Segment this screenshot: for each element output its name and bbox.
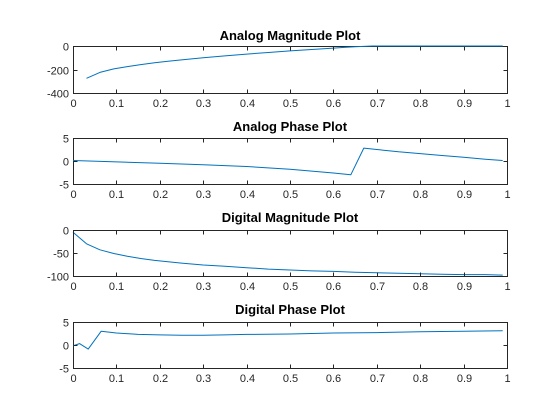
analog-magnitude-title: Analog Magnitude Plot xyxy=(220,28,361,43)
digital-magnitude-x-tick-label: 0.4 xyxy=(240,281,255,293)
analog-magnitude-x-tick-label: 0.5 xyxy=(283,98,298,110)
analog-magnitude-x-tick-label: 0 xyxy=(70,98,76,110)
analog-phase-title: Analog Phase Plot xyxy=(233,119,348,134)
digital-magnitude-title: Digital Magnitude Plot xyxy=(222,210,359,225)
analog-magnitude-line xyxy=(86,45,503,79)
digital-magnitude-x-tick-label: 0.5 xyxy=(283,281,298,293)
digital-phase-title: Digital Phase Plot xyxy=(235,302,345,317)
analog-phase-axes: Analog Phase Plot 0 0.1 0.2 0.3 0.4 0.5 0.6 0.7… xyxy=(59,119,510,201)
analog-magnitude-x-tick-label: 0.6 xyxy=(326,98,341,110)
digital-phase-y-tick-label: 0 xyxy=(63,341,69,353)
analog-phase-x-tick-label: 0.1 xyxy=(109,189,124,201)
digital-magnitude-y-tick-label: -100 xyxy=(47,272,69,284)
digital-magnitude-x-tick-label: 0.7 xyxy=(370,281,385,293)
analog-phase-y-tick-label: -5 xyxy=(59,180,69,192)
analog-magnitude-x-tick-label: 0.3 xyxy=(196,98,211,110)
analog-magnitude-x-tick-label: 0.2 xyxy=(153,98,168,110)
analog-phase-x-tick-label: 0.3 xyxy=(196,189,211,201)
digital-phase-line xyxy=(72,330,503,350)
digital-magnitude-y-tick-label: -50 xyxy=(53,249,69,261)
analog-magnitude-y-tick-label: -200 xyxy=(47,66,69,78)
analog-phase-x-tick-label: 0.8 xyxy=(413,189,428,201)
digital-magnitude-x-tick-label: 0.6 xyxy=(326,281,341,293)
analog-phase-x-tick-label: 0.4 xyxy=(240,189,255,201)
digital-magnitude-x-tick-label: 0 xyxy=(70,281,76,293)
digital-magnitude-y-tick-label: 0 xyxy=(63,226,69,238)
analog-magnitude-y-tick-label: -400 xyxy=(47,89,69,101)
digital-phase-x-tick-label: 0.7 xyxy=(370,373,385,385)
analog-phase-x-tick-label: 0.6 xyxy=(326,189,341,201)
digital-phase-x-tick-label: 0.9 xyxy=(457,373,472,385)
digital-magnitude-x-tick-label: 1 xyxy=(504,281,510,293)
analog-phase-y-tick-label: 5 xyxy=(63,134,69,146)
analog-phase-x-tick-label: 0.7 xyxy=(370,189,385,201)
digital-magnitude-x-tick-label: 0.9 xyxy=(457,281,472,293)
analog-phase-y-tick-label: 0 xyxy=(63,157,69,169)
analog-phase-line xyxy=(72,147,503,176)
analog-phase-x-tick-label: 0 xyxy=(70,189,76,201)
analog-magnitude-x-tick-label: 0.4 xyxy=(240,98,255,110)
digital-magnitude-axes-box xyxy=(73,230,508,277)
analog-magnitude-axes: Analog Magnitude Plot 0 0.1 0.2 0.3 0.4 0.5 0.… xyxy=(47,28,511,110)
analog-phase-axes-box xyxy=(73,138,508,185)
analog-phase-x-tick-label: 1 xyxy=(504,189,510,201)
analog-magnitude-x-tick-label: 0.9 xyxy=(457,98,472,110)
digital-phase-x-tick-label: 0.1 xyxy=(109,373,124,385)
digital-phase-y-tick-label: 5 xyxy=(63,318,69,330)
digital-magnitude-x-tick-label: 0.1 xyxy=(109,281,124,293)
digital-phase-y-tick-label: -5 xyxy=(59,364,69,376)
digital-magnitude-axes: Digital Magnitude Plot 0 0.1 0.2 0.3 0.4 0.5 0… xyxy=(47,210,511,293)
digital-phase-x-tick-label: 0.6 xyxy=(326,373,341,385)
digital-phase-x-tick-label: 1 xyxy=(504,373,510,385)
analog-magnitude-x-tick-label: 0.8 xyxy=(413,98,428,110)
analog-magnitude-axes-box xyxy=(73,46,508,94)
digital-magnitude-line xyxy=(72,231,503,276)
digital-phase-axes-box xyxy=(73,322,508,369)
digital-phase-x-tick-label: 0.5 xyxy=(283,373,298,385)
analog-magnitude-x-tick-label: 1 xyxy=(504,98,510,110)
analog-phase-x-tick-label: 0.9 xyxy=(457,189,472,201)
digital-phase-x-tick-label: 0.4 xyxy=(240,373,255,385)
digital-phase-axes: Digital Phase Plot 0 0.1 0.2 0.3 0.4 0.5 0.6 0.… xyxy=(59,302,510,385)
digital-phase-x-tick-label: 0.3 xyxy=(196,373,211,385)
analog-phase-x-tick-label: 0.5 xyxy=(283,189,298,201)
analog-phase-x-tick-label: 0.2 xyxy=(153,189,168,201)
digital-magnitude-x-tick-label: 0.8 xyxy=(413,281,428,293)
digital-phase-x-tick-label: 0.2 xyxy=(153,373,168,385)
digital-magnitude-x-tick-label: 0.3 xyxy=(196,281,211,293)
digital-phase-x-tick-label: 0 xyxy=(70,373,76,385)
digital-phase-x-tick-label: 0.8 xyxy=(413,373,428,385)
digital-magnitude-x-tick-label: 0.2 xyxy=(153,281,168,293)
analog-magnitude-x-tick-label: 0.1 xyxy=(109,98,124,110)
analog-magnitude-y-tick-label: 0 xyxy=(63,42,69,54)
analog-magnitude-x-tick-label: 0.7 xyxy=(370,98,385,110)
